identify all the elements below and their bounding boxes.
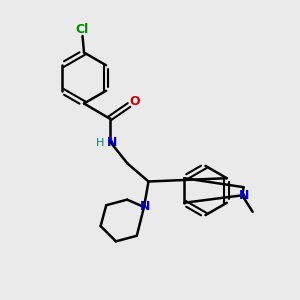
Text: H: H: [96, 138, 105, 148]
Text: N: N: [238, 189, 249, 202]
Text: Cl: Cl: [76, 23, 89, 36]
Text: N: N: [140, 200, 151, 214]
Text: O: O: [129, 95, 140, 109]
Text: N: N: [107, 136, 118, 149]
